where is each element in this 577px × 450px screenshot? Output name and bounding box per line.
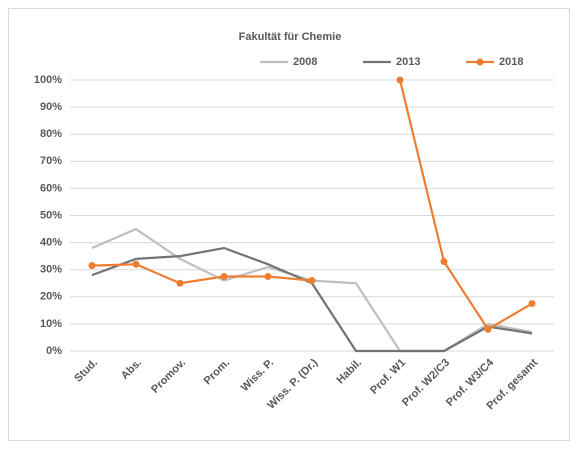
y-tick-label: 90% [40, 101, 62, 113]
series-marker [440, 258, 448, 266]
series-marker [132, 260, 140, 268]
series-marker [264, 272, 272, 280]
y-tick-label: 10% [40, 318, 62, 330]
y-tick-label: 0% [46, 345, 62, 357]
series-marker [484, 325, 492, 333]
series-line [91, 263, 313, 285]
y-tick-label: 80% [40, 128, 62, 140]
series-marker [176, 279, 184, 287]
series-marker [528, 300, 536, 308]
legend-label: 2013 [396, 56, 420, 68]
y-tick-label: 50% [40, 209, 62, 221]
legend-marker [476, 58, 484, 66]
y-tick-label: 100% [34, 74, 62, 86]
y-tick-label: 30% [40, 264, 62, 276]
y-tick-label: 70% [40, 155, 62, 167]
y-tick-label: 20% [40, 291, 62, 303]
series-marker [308, 277, 316, 285]
series-marker [220, 272, 228, 280]
series-marker [396, 76, 404, 84]
series-marker [88, 262, 96, 270]
legend-label: 2008 [293, 56, 317, 68]
chart-title: Fakultät für Chemie [239, 31, 342, 43]
y-tick-label: 60% [40, 182, 62, 194]
y-tick-label: 40% [40, 237, 62, 249]
legend-label: 2018 [499, 56, 523, 68]
series-line [398, 79, 533, 331]
